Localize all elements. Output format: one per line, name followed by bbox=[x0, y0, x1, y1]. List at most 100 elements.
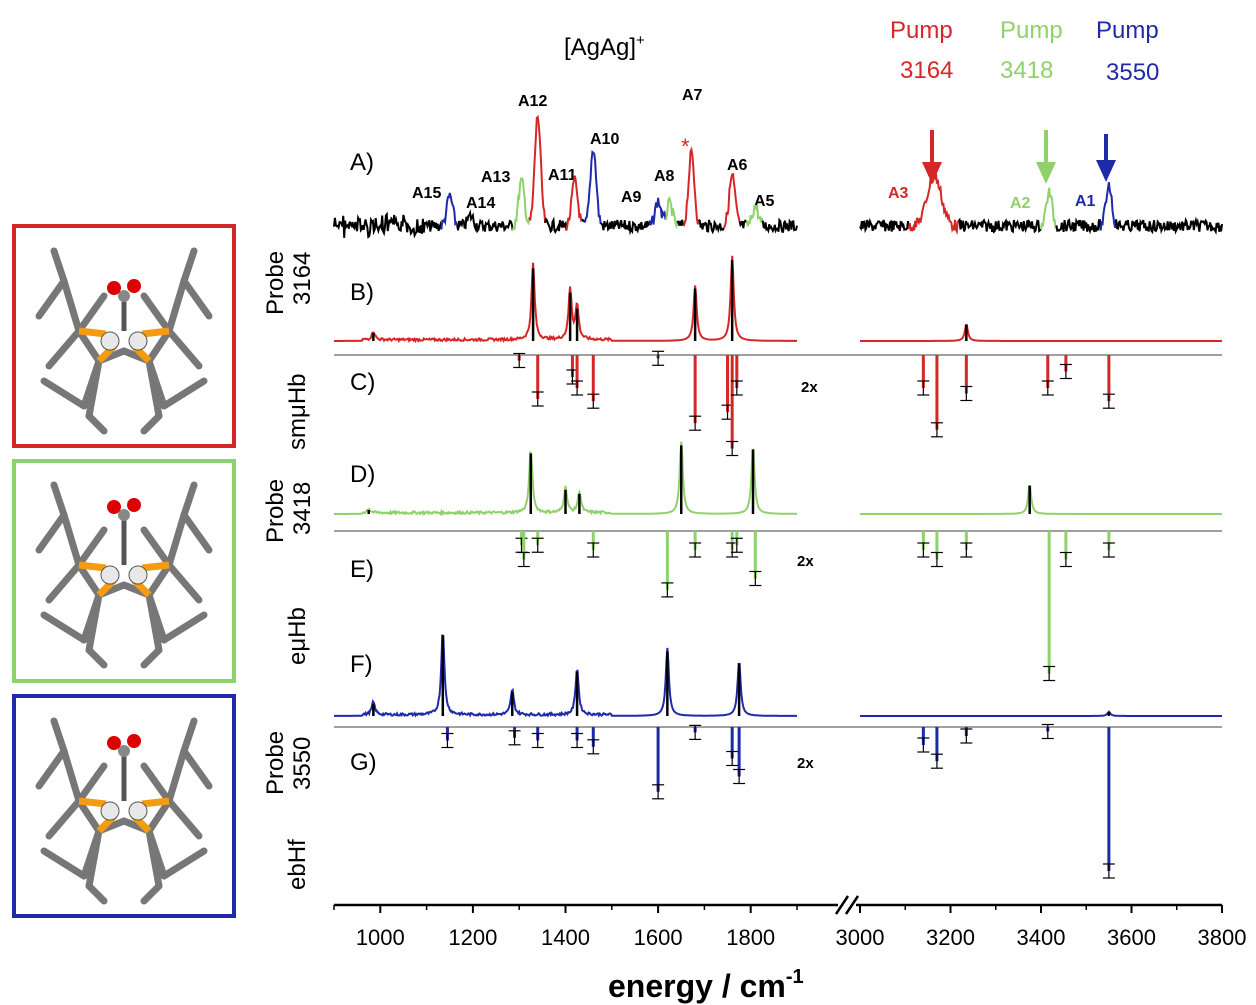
arrow-down-icon bbox=[922, 130, 942, 184]
trace-a-segment bbox=[1040, 187, 1058, 230]
trace-a-segment bbox=[1099, 182, 1118, 231]
silver-atom bbox=[128, 801, 148, 821]
panel-letter-d: D) bbox=[350, 461, 375, 488]
silver-atom bbox=[128, 565, 148, 585]
silver-atom bbox=[128, 331, 148, 351]
bond bbox=[180, 277, 213, 320]
trace-a-segment bbox=[511, 177, 531, 231]
trace-a-segment bbox=[907, 171, 960, 235]
asterisk-marker: * bbox=[681, 134, 690, 159]
axis-break-mark bbox=[834, 895, 850, 915]
bond bbox=[75, 292, 108, 335]
trace-a-segment bbox=[565, 175, 583, 231]
bond bbox=[165, 277, 188, 335]
spectrum-b bbox=[334, 255, 797, 344]
peak-label-a1: A1 bbox=[1075, 193, 1096, 210]
bond bbox=[140, 762, 173, 805]
bond-phosphorus bbox=[141, 797, 170, 808]
bond bbox=[35, 511, 68, 554]
bond bbox=[165, 511, 188, 569]
bond-phosphorus bbox=[141, 561, 170, 572]
molecule-structure-icon bbox=[35, 717, 213, 905]
x-tick-label: 1400 bbox=[541, 925, 590, 950]
scale-note-g: 2x bbox=[797, 755, 814, 772]
trace-a-segment bbox=[761, 217, 798, 234]
peak-label-a14: A14 bbox=[466, 195, 495, 212]
bond bbox=[60, 747, 83, 805]
x-tick-label: 3000 bbox=[836, 925, 885, 950]
x-tick-label: 1200 bbox=[448, 925, 497, 950]
bond bbox=[75, 561, 103, 599]
carbon-atom bbox=[118, 745, 130, 757]
trace-a-segment bbox=[600, 219, 651, 236]
bond bbox=[40, 611, 88, 644]
trace-a-segment bbox=[528, 114, 547, 223]
peak-label-a8: A8 bbox=[654, 168, 675, 185]
carbon-atom bbox=[118, 509, 130, 521]
trace-a-segment bbox=[738, 219, 748, 229]
x-axis-label: energy / cm-1 bbox=[608, 966, 804, 1004]
peak-label-a3: A3 bbox=[888, 185, 909, 202]
panel-letter-b: B) bbox=[350, 279, 374, 306]
bond bbox=[165, 561, 203, 604]
pump-word-2: Pump bbox=[1000, 17, 1063, 44]
bond bbox=[145, 797, 173, 835]
panel-letter-g: G) bbox=[350, 749, 377, 776]
trace-a-segment bbox=[333, 211, 443, 239]
x-tick-label: 1800 bbox=[726, 925, 775, 950]
bond bbox=[145, 327, 173, 365]
molecule-structure-icon bbox=[35, 247, 213, 435]
peak-label-a9: A9 bbox=[621, 189, 642, 206]
oxygen-atom bbox=[107, 500, 121, 514]
probe-word-1: Probe bbox=[262, 251, 289, 315]
bond bbox=[140, 412, 163, 435]
bond bbox=[40, 377, 88, 410]
oxygen-atom bbox=[107, 736, 121, 750]
peak-label-a2: A2 bbox=[1010, 195, 1031, 212]
pump-value-2: 3418 bbox=[1000, 57, 1053, 84]
panel-letter-f: F) bbox=[350, 651, 373, 678]
silver-atom bbox=[100, 565, 120, 585]
spectrum-f bbox=[860, 710, 1222, 717]
arrow-down-icon bbox=[1036, 130, 1056, 184]
bond bbox=[45, 561, 83, 604]
peak-label-a7: A7 bbox=[682, 87, 703, 104]
bond bbox=[60, 277, 83, 335]
oxygen-atom bbox=[127, 498, 141, 512]
bond bbox=[165, 797, 203, 840]
molecule-structure-icon bbox=[35, 481, 213, 669]
spectrum-d bbox=[860, 485, 1222, 515]
trace-a-segment bbox=[1055, 217, 1102, 235]
oxygen-atom bbox=[127, 734, 141, 748]
pump-word-3: Pump bbox=[1096, 17, 1159, 44]
pump-labels: Pump 3164 Pump 3418 Pump 3550 bbox=[890, 17, 1159, 86]
trace-a-segment bbox=[664, 196, 679, 230]
x-axis: 1000 1200 1400 1600 1800 3000 3200 3400 3600 3800 bbox=[333, 895, 1246, 950]
bond bbox=[75, 327, 103, 365]
bond bbox=[180, 481, 198, 519]
bond bbox=[140, 646, 163, 669]
bond bbox=[180, 747, 213, 790]
panel-letter-c: C) bbox=[350, 369, 375, 396]
side-labels: Probe 3164 smμHb Probe 3418 eμHb Probe 3… bbox=[262, 251, 316, 890]
bond-phosphorus bbox=[78, 561, 107, 572]
bond bbox=[50, 481, 68, 519]
pump-word-1: Pump bbox=[890, 17, 953, 44]
peak-label-a6: A6 bbox=[727, 157, 748, 174]
bond bbox=[85, 591, 103, 654]
peak-label-a15: A15 bbox=[412, 185, 441, 202]
bond bbox=[180, 511, 213, 554]
bond bbox=[180, 717, 198, 755]
bond bbox=[45, 797, 83, 840]
spectrum-b bbox=[860, 324, 1222, 342]
peak-label-a13: A13 bbox=[481, 169, 510, 186]
bond bbox=[85, 827, 103, 890]
bond-phosphorus bbox=[141, 327, 170, 338]
trace-a-segment bbox=[456, 209, 514, 234]
bond bbox=[145, 591, 163, 654]
bond bbox=[145, 357, 163, 420]
probe-word-3: Probe bbox=[262, 731, 289, 795]
bond bbox=[85, 357, 103, 420]
bond bbox=[85, 882, 108, 905]
